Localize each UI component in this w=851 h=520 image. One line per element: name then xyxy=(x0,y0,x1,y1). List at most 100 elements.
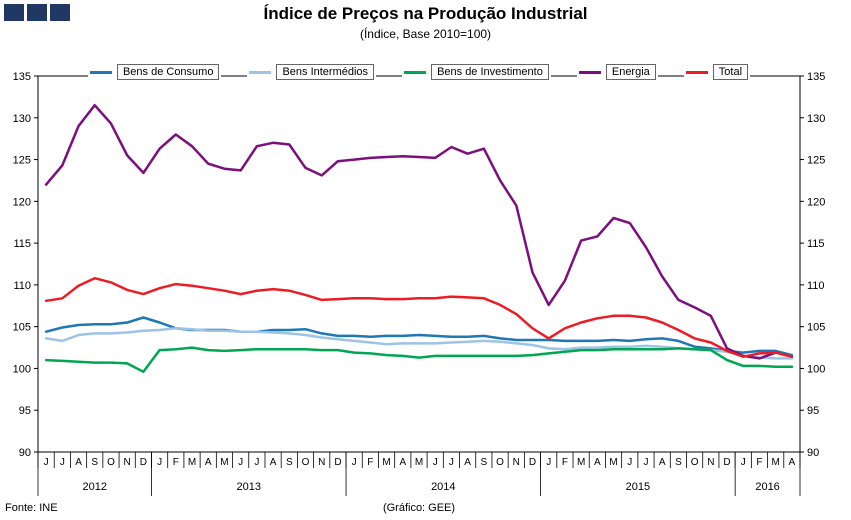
month-label: M xyxy=(188,457,196,468)
page-subtitle: (Índice, Base 2010=100) xyxy=(359,27,492,41)
y-axis-label-left: 130 xyxy=(13,113,31,125)
series-line-bens-interm-dios xyxy=(44,327,794,360)
month-label: S xyxy=(675,457,682,468)
month-label: D xyxy=(140,457,147,468)
legend-swatch-bens-de-investimento xyxy=(404,70,427,74)
plot-frame xyxy=(37,75,801,453)
legend-label-bens-de-investimento: Bens de Investimento xyxy=(431,64,549,80)
y-axis-label-left: 110 xyxy=(13,280,31,292)
month-label: J xyxy=(254,457,259,468)
year-label: 2014 xyxy=(431,481,455,493)
month-label: S xyxy=(91,457,98,468)
y-axis-label-right: 95 xyxy=(807,405,819,417)
y-axis-label-right: 120 xyxy=(807,196,825,208)
month-label: O xyxy=(496,457,504,468)
legend-item-total: Total xyxy=(683,64,751,80)
month-label: D xyxy=(723,457,730,468)
year-label: 2015 xyxy=(626,481,650,493)
month-label: M xyxy=(772,457,780,468)
y-axis-label-left: 125 xyxy=(13,155,31,167)
month-label: M xyxy=(220,457,228,468)
year-label: 2012 xyxy=(83,481,107,493)
y-axis-label-right: 125 xyxy=(807,155,825,167)
legend-swatch-total xyxy=(685,70,708,74)
legend-item-energia: Energia xyxy=(576,64,658,80)
series-line-bens-de-consumo xyxy=(44,316,794,357)
y-axis-label-left: 120 xyxy=(13,196,31,208)
y-axis-label-left: 115 xyxy=(13,238,31,250)
y-axis-label-right: 105 xyxy=(807,322,825,334)
month-label: J xyxy=(546,457,551,468)
x-axis-years: 2012 2013 2014 2015 2016 xyxy=(37,452,801,496)
legend-item-bens-de-consumo: Bens de Consumo xyxy=(87,64,222,80)
series-line-bens-de-investimento xyxy=(44,346,794,374)
month-label: A xyxy=(205,457,212,468)
year-label: 2016 xyxy=(755,481,779,493)
month-label: A xyxy=(399,457,406,468)
month-label: A xyxy=(270,457,277,468)
legend-item-bens-de-investimento: Bens de Investimento xyxy=(402,64,551,80)
y-axis-label-left: 90 xyxy=(19,447,31,459)
month-label: M xyxy=(609,457,617,468)
month-label: A xyxy=(75,457,82,468)
y-axes: 90 90 95 95 100 100 105 105 110 110 115 115 120 120 12… xyxy=(13,71,826,459)
month-label: J xyxy=(44,457,49,468)
y-axis-label-right: 90 xyxy=(807,447,819,459)
y-axis-label-right: 115 xyxy=(807,238,825,250)
legend-swatch-bens-de-consumo xyxy=(89,70,112,74)
month-label: J xyxy=(627,457,632,468)
series-line-energia xyxy=(44,103,794,360)
month-label: J xyxy=(352,457,357,468)
month-label: J xyxy=(157,457,162,468)
series-line-total xyxy=(44,276,794,358)
month-label: D xyxy=(529,457,536,468)
legend-swatch-bens-interm-dios xyxy=(249,70,272,74)
month-label: J xyxy=(433,457,438,468)
y-axis-label-right: 110 xyxy=(807,280,825,292)
month-label: M xyxy=(415,457,423,468)
month-label: J xyxy=(238,457,243,468)
logo-square xyxy=(50,4,70,21)
y-axis-label-right: 130 xyxy=(807,113,825,125)
legend-label-energia: Energia xyxy=(605,64,656,80)
month-label: A xyxy=(789,457,796,468)
y-axis-label-left: 95 xyxy=(19,405,31,417)
month-label: N xyxy=(124,457,131,468)
month-label: J xyxy=(741,457,746,468)
source-note: Fonte: INE xyxy=(5,502,58,514)
month-label: O xyxy=(691,457,699,468)
y-axis-label-left: 105 xyxy=(13,322,31,334)
month-label: A xyxy=(464,457,471,468)
month-label: S xyxy=(286,457,293,468)
y-axis-label-left: 135 xyxy=(13,71,31,83)
month-label: D xyxy=(334,457,341,468)
y-axis-label-left: 100 xyxy=(13,363,31,375)
legend-label-total: Total xyxy=(712,64,749,80)
month-label: F xyxy=(367,457,373,468)
month-label: O xyxy=(107,457,115,468)
month-label: M xyxy=(577,457,585,468)
logo-square xyxy=(27,4,47,21)
month-label: N xyxy=(513,457,520,468)
month-label: F xyxy=(562,457,568,468)
month-label: J xyxy=(643,457,648,468)
chart-legend: Bens de Consumo Bens Intermédios Bens de I… xyxy=(38,64,800,80)
month-label: S xyxy=(481,457,488,468)
year-label: 2013 xyxy=(237,481,261,493)
month-label: A xyxy=(659,457,666,468)
legend-item-bens-interm-dios: Bens Intermédios xyxy=(247,64,377,80)
legend-label-bens-interm-dios: Bens Intermédios xyxy=(276,64,375,80)
logo-square xyxy=(4,4,24,21)
month-label: A xyxy=(594,457,601,468)
month-label: N xyxy=(707,457,714,468)
month-label: F xyxy=(756,457,762,468)
y-axis-label-right: 100 xyxy=(807,363,825,375)
month-label: F xyxy=(173,457,179,468)
month-label: J xyxy=(60,457,65,468)
month-label: M xyxy=(382,457,390,468)
legend-label-bens-de-consumo: Bens de Consumo xyxy=(116,64,220,80)
page-title: Índice de Preços na Produção Industrial xyxy=(263,4,588,23)
credit-note: (Gráfico: GEE) xyxy=(382,502,456,514)
